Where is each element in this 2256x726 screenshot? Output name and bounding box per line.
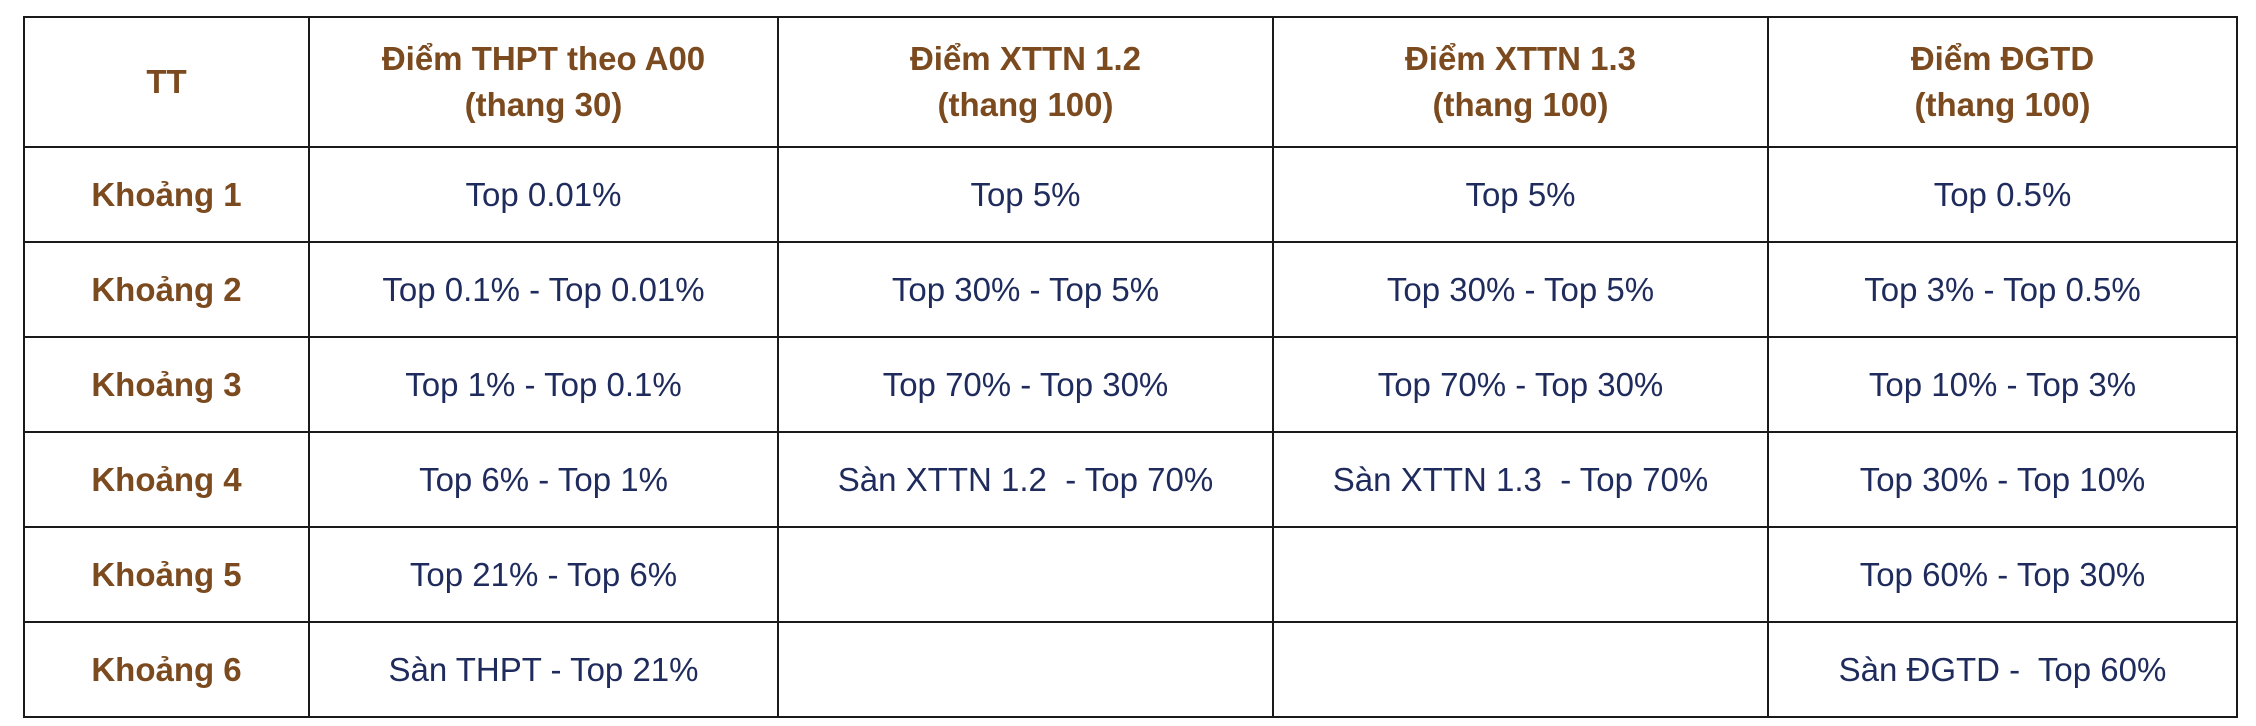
score-table: TT Điểm THPT theo A00 (thang 30) Điểm XTTN … <box>23 16 2238 718</box>
row-label: Khoảng 5 <box>23 526 310 623</box>
cell: Top 0.1% - Top 0.01% <box>308 241 779 338</box>
cell: Sàn THPT - Top 21% <box>308 621 779 718</box>
header-text: TT <box>146 63 187 100</box>
header-cell: TT <box>23 16 310 148</box>
cell: Top 1% - Top 0.1% <box>308 336 779 433</box>
row-label: Khoảng 6 <box>23 621 310 718</box>
header-row: TT Điểm THPT theo A00 (thang 30) Điểm XTTN … <box>23 16 2238 148</box>
cell <box>1272 526 1769 623</box>
cell <box>777 526 1274 623</box>
header-cell: Điểm XTTN 1.3 (thang 100) <box>1272 16 1769 148</box>
cell: Sàn XTTN 1.3 - Top 70% <box>1272 431 1769 528</box>
cell <box>1272 621 1769 718</box>
table-row: Khoảng 3 Top 1% - Top 0.1% Top 70% - Top 3… <box>23 336 2238 433</box>
table-row: Khoảng 5 Top 21% - Top 6% Top 60% - Top 30… <box>23 526 2238 623</box>
cell: Top 30% - Top 10% <box>1767 431 2238 528</box>
cell: Top 30% - Top 5% <box>777 241 1274 338</box>
cell: Top 60% - Top 30% <box>1767 526 2238 623</box>
cell: Top 10% - Top 3% <box>1767 336 2238 433</box>
cell: Top 6% - Top 1% <box>308 431 779 528</box>
cell: Top 0.01% <box>308 146 779 243</box>
header-text: Điểm THPT theo A00 <box>381 40 706 77</box>
cell: Top 0.5% <box>1767 146 2238 243</box>
cell: Top 5% <box>777 146 1274 243</box>
cell: Sàn XTTN 1.2 - Top 70% <box>777 431 1274 528</box>
cell: Top 21% - Top 6% <box>308 526 779 623</box>
header-text: (thang 30) <box>464 86 623 123</box>
header-text: Điểm ĐGTD <box>1910 40 2095 77</box>
table-row: Khoảng 1 Top 0.01% Top 5% Top 5% Top 0.5% <box>23 146 2238 243</box>
header-cell: Điểm XTTN 1.2 (thang 100) <box>777 16 1274 148</box>
row-label: Khoảng 4 <box>23 431 310 528</box>
row-label: Khoảng 3 <box>23 336 310 433</box>
header-text: (thang 100) <box>937 86 1114 123</box>
cell: Top 70% - Top 30% <box>1272 336 1769 433</box>
header-text: (thang 100) <box>1914 86 2091 123</box>
header-text: Điểm XTTN 1.2 <box>909 40 1142 77</box>
header-cell: Điểm THPT theo A00 (thang 30) <box>308 16 779 148</box>
header-text: (thang 100) <box>1432 86 1609 123</box>
cell: Top 3% - Top 0.5% <box>1767 241 2238 338</box>
row-label: Khoảng 2 <box>23 241 310 338</box>
row-label: Khoảng 1 <box>23 146 310 243</box>
cell: Top 30% - Top 5% <box>1272 241 1769 338</box>
header-cell: Điểm ĐGTD (thang 100) <box>1767 16 2238 148</box>
table-row: Khoảng 4 Top 6% - Top 1% Sàn XTTN 1.2 - To… <box>23 431 2238 528</box>
table-row: Khoảng 2 Top 0.1% - Top 0.01% Top 30% - To… <box>23 241 2238 338</box>
cell: Sàn ĐGTD - Top 60% <box>1767 621 2238 718</box>
header-text: Điểm XTTN 1.3 <box>1404 40 1637 77</box>
table-row: Khoảng 6 Sàn THPT - Top 21% Sàn ĐGTD - Top… <box>23 621 2238 718</box>
cell <box>777 621 1274 718</box>
cell: Top 5% <box>1272 146 1769 243</box>
cell: Top 70% - Top 30% <box>777 336 1274 433</box>
table-body: Khoảng 1 Top 0.01% Top 5% Top 5% Top 0.5% Kho… <box>23 146 2238 718</box>
